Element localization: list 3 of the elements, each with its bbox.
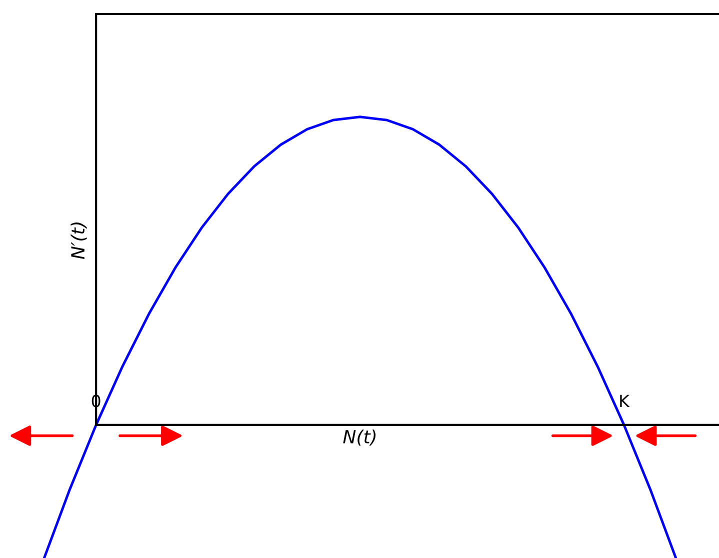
y-axis-title: N′(t)	[70, 222, 87, 260]
x-tick-label: K	[620, 394, 630, 408]
x-axis-title: N(t)	[343, 430, 376, 446]
